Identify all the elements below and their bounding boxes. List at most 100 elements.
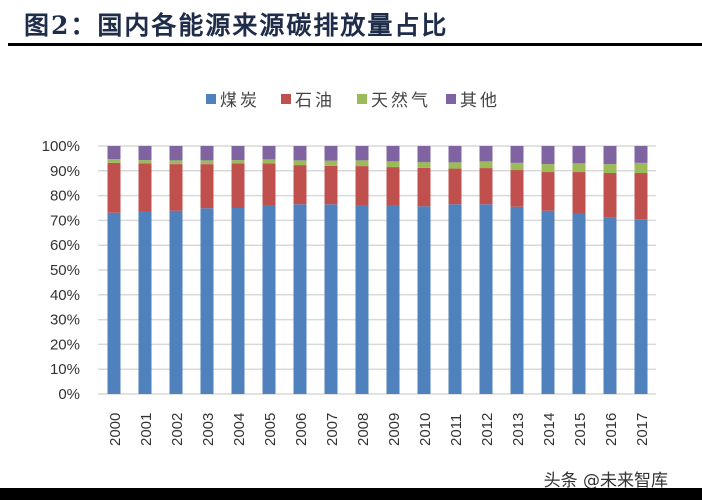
bar-segment [634,162,648,174]
y-tick-label: 40% [50,287,80,304]
bar-segment [355,166,369,206]
x-tick-label: 2005 [262,413,279,446]
bar-segment [138,160,152,164]
bar-segment [355,205,369,394]
title-divider [8,43,702,46]
y-tick-label: 0% [58,386,80,403]
bar-segment [572,163,586,173]
bar-segment [200,164,214,209]
bar-segment [107,212,121,394]
x-tick-label: 2013 [510,413,527,446]
bar-segment [293,204,307,394]
bar-segment [479,161,493,169]
bar-segment [138,211,152,394]
bar-segment [355,146,369,161]
bar-segment [324,146,338,161]
bar-segment [634,173,648,220]
y-tick-label: 100% [42,138,80,155]
y-tick-label: 90% [50,163,80,180]
bar-segment [417,206,431,394]
legend-swatch [206,94,216,104]
x-tick-label: 2014 [541,413,558,446]
bar-segment [510,206,524,394]
bar-segment [417,167,431,207]
bar-segment [603,164,617,174]
bar-segment [293,146,307,161]
y-tick-label: 10% [50,361,80,378]
bar-segment [231,163,245,208]
bar-segment [262,159,276,164]
bar-segment [231,146,245,161]
bar-segment [510,170,524,207]
x-tick-label: 2004 [231,413,248,446]
x-tick-label: 2001 [138,413,155,446]
bar-segment [572,172,586,214]
x-tick-label: 2012 [479,413,496,446]
bar-segment [200,160,214,165]
bar-segment [138,146,152,161]
y-tick-label: 60% [50,237,80,254]
bar-segment [324,160,338,166]
x-tick-label: 2010 [417,413,434,446]
bar-segment [200,146,214,161]
bar-segment [417,162,431,168]
bar-segment [262,146,276,160]
bar-segment [386,205,400,394]
bar-segment [603,217,617,394]
bottom-divider [0,488,702,500]
bar-segment [324,204,338,394]
bar-segment [107,162,121,213]
bar-segment [603,173,617,218]
bar-segment [479,168,493,205]
bar-segment [541,164,555,173]
x-tick-label: 2003 [200,413,217,446]
y-tick-label: 50% [50,262,80,279]
bar-segment [169,164,183,211]
bar-segment [200,208,214,394]
bar-segment [417,146,431,163]
bar-segment [448,162,462,169]
bar-segment [107,146,121,160]
bar-segment [386,161,400,168]
watermark: 头条 @未来智库 [543,471,668,491]
x-tick-label: 2017 [634,413,651,446]
bar-segment [572,213,586,394]
y-tick-label: 70% [50,212,80,229]
x-tick-label: 2011 [448,414,465,446]
bar-segment [386,146,400,162]
bar-segment [138,163,152,212]
x-tick-label: 2000 [107,413,124,446]
legend-swatch [357,94,367,104]
y-tick-label: 20% [50,336,80,353]
bar-segment [448,146,462,163]
bar-segment [231,208,245,394]
bar-segment [107,159,121,163]
bar-segment [355,160,369,167]
bar-segment [169,210,183,394]
y-tick-label: 80% [50,188,80,205]
x-tick-label: 2006 [293,413,310,446]
x-tick-label: 2015 [572,413,589,446]
bar-segment [634,146,648,163]
bar-segment [603,146,617,165]
bar-segment [262,163,276,206]
legend-label: 石油 [295,91,335,111]
figure-title: 图2：国内各能源来源碳排放量占比 [24,11,449,40]
legend-label: 天然气 [371,91,431,111]
y-tick-label: 30% [50,312,80,329]
bar-segment [479,204,493,394]
bar-segment [448,168,462,205]
bar-segment [634,219,648,394]
bar-segment [293,165,307,205]
bar-segment [169,160,183,165]
bar-segment [293,160,307,166]
bar-segment [479,146,493,162]
x-tick-label: 2008 [355,413,372,446]
bar-segment [448,204,462,394]
bar-segment [510,146,524,163]
bar-segment [231,160,245,164]
legend-swatch [446,94,456,104]
x-tick-label: 2009 [386,413,403,446]
legend-swatch [281,94,291,104]
